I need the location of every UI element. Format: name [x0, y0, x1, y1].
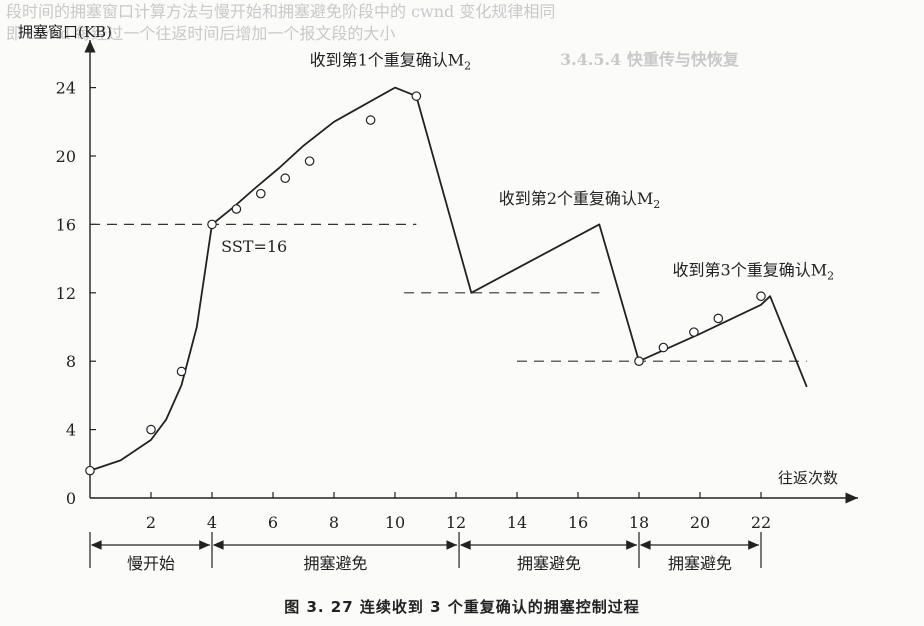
marker-group	[85, 91, 766, 476]
axes: 拥塞窗口(KB) 往返次数	[18, 23, 858, 504]
data-point-marker	[85, 465, 95, 476]
data-point-marker	[658, 342, 669, 353]
x-tick-label: 18	[629, 513, 649, 532]
annotation-label: SST=16	[221, 237, 287, 256]
bleed-through-text: 段时间的拥塞窗口计算方法与慢开始和拥塞避免阶段中的 cwnd 变化规律相同 即 …	[0, 0, 924, 80]
x-tick-label: 16	[568, 513, 588, 532]
data-point-marker	[713, 313, 724, 324]
phase-label: 慢开始	[127, 554, 175, 573]
threshold-lines	[90, 223, 807, 362]
phase-brackets: 慢开始 拥塞避免 拥塞避免 拥塞避免	[89, 532, 762, 573]
annotation-label: 收到第3个重复确认M2	[673, 261, 835, 283]
figure-caption: 图 3. 27 连续收到 3 个重复确认的拥塞控制过程	[284, 598, 640, 616]
annotation-group: 收到第1个重复确认M2 收到第2个重复确认M2 收到第3个重复确认M2 SST=16	[221, 50, 834, 282]
x-tick-label: 4	[207, 513, 217, 532]
y-axis-label: 拥塞窗口(KB)	[18, 23, 112, 41]
data-point-marker	[207, 219, 217, 230]
cwnd-series-line	[89, 86, 808, 472]
data-point-marker	[176, 366, 187, 377]
x-tick-label: 10	[385, 513, 405, 532]
x-tick-label: 8	[329, 513, 339, 532]
y-tick-label: 16	[56, 215, 76, 234]
ghost-section: 3.4.5.4 快重传与快恢复	[560, 50, 739, 69]
data-point-marker	[756, 291, 766, 302]
series-group	[89, 86, 808, 472]
data-point-marker	[689, 327, 699, 337]
x-tick-label: 20	[690, 513, 710, 532]
data-point-marker	[634, 356, 644, 366]
data-point-marker	[146, 424, 156, 435]
data-point-marker	[280, 173, 290, 184]
y-tick-label: 12	[56, 284, 76, 303]
ghost-line-1: 段时间的拥塞窗口计算方法与慢开始和拥塞避免阶段中的 cwnd 变化规律相同	[6, 2, 556, 21]
x-tick-label: 22	[751, 513, 771, 532]
y-tick-label: 0	[66, 489, 76, 508]
phase-label: 拥塞避免	[668, 554, 732, 573]
phase-label: 拥塞避免	[517, 554, 581, 573]
x-tick-label: 12	[446, 513, 466, 532]
data-point-marker	[304, 156, 315, 166]
data-point-marker	[411, 91, 422, 101]
x-tick-label: 14	[507, 513, 527, 532]
ghost-line-2: 即 cwnd 每经过一个往返时间后增加一个报文段的大小	[6, 24, 396, 43]
y-tick-label: 4	[66, 421, 76, 440]
data-point-marker	[365, 115, 376, 125]
data-point-marker	[231, 204, 242, 214]
phase-label: 拥塞避免	[304, 554, 368, 573]
data-point-marker	[255, 188, 266, 199]
annotation-label: 收到第1个重复确认M2	[310, 50, 472, 72]
y-tick-label: 24	[56, 79, 76, 98]
x-tick-label: 2	[146, 513, 156, 532]
annotation-label: 收到第2个重复确认M2	[499, 189, 661, 211]
x-axis-label: 往返次数	[778, 469, 838, 487]
y-tick-label: 8	[66, 352, 76, 371]
x-tick-label: 6	[268, 513, 278, 532]
y-tick-label: 20	[56, 147, 76, 166]
